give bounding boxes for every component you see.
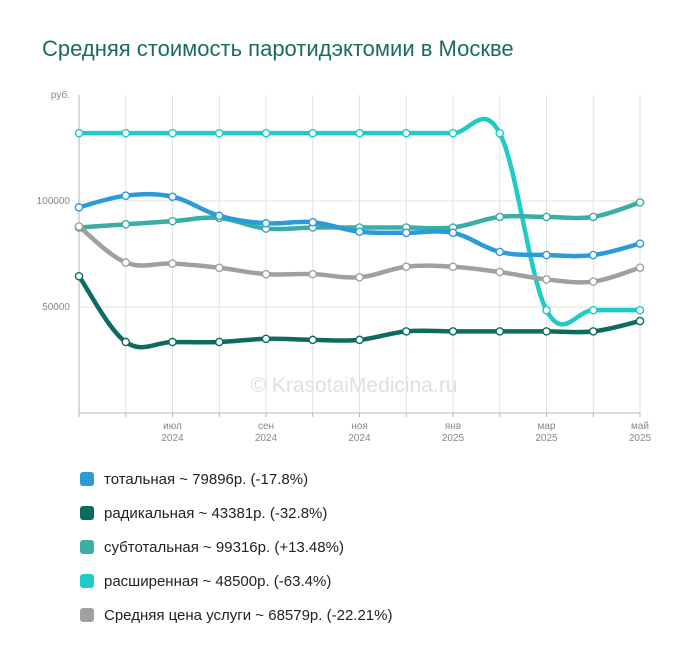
data-point-extended [308, 128, 318, 138]
data-point-radical [261, 334, 271, 344]
x-tick-label-year: 2025 [442, 433, 465, 444]
legend-swatch-subtotal [80, 540, 94, 554]
data-point-extended [588, 305, 598, 315]
data-point-radical [495, 327, 505, 336]
y-axis-unit-label: руб. [51, 89, 70, 101]
data-point-extended [635, 305, 645, 315]
data-point-radical [121, 337, 131, 347]
data-point-total [448, 228, 458, 238]
legend-label-extended: расширенная ~ 48500р. (-63.4%) [104, 572, 332, 590]
legend-swatch-radical [80, 506, 94, 520]
data-point-radical [355, 335, 364, 345]
series-points [74, 128, 645, 347]
legend-swatch-extended [80, 574, 94, 588]
legend-item-subtotal[interactable]: субтотальная ~ 99316р. (+13.48%) [80, 530, 392, 564]
data-point-average [214, 263, 224, 273]
data-point-total [542, 250, 551, 260]
line-chart: © KrasotaiMedicina.ru 50000100000руб.июл… [37, 89, 652, 444]
data-point-subtotal [168, 216, 177, 226]
legend-label-average: Средняя цена услуги ~ 68579р. (-22.21%) [104, 606, 393, 624]
legend-item-radical[interactable]: радикальная ~ 43381р. (-32.8%) [80, 496, 392, 530]
chart-title: Средняя стоимость паротидэктомии в Москв… [42, 36, 514, 61]
data-point-average [401, 262, 411, 272]
y-tick-label: 100000 [37, 196, 71, 207]
legend-label-subtotal: субтотальная ~ 99316р. (+13.48%) [104, 538, 344, 556]
data-point-total [74, 203, 84, 212]
data-point-subtotal [121, 220, 131, 229]
data-point-average [542, 275, 551, 284]
data-point-average [261, 269, 271, 279]
data-point-radical [448, 327, 458, 336]
data-point-average [168, 259, 177, 268]
x-tick-label-month: ноя [351, 421, 368, 432]
data-point-total [261, 218, 271, 228]
data-point-extended [448, 128, 458, 138]
x-tick-label-year: 2025 [535, 433, 558, 444]
data-point-extended [74, 128, 84, 138]
data-point-average [495, 267, 505, 277]
x-tick-label-year: 2024 [255, 433, 278, 444]
x-tick-label-year: 2024 [348, 433, 371, 444]
x-tick-label-year: 2025 [629, 433, 652, 444]
legend-swatch-average [80, 608, 94, 622]
data-point-radical [214, 337, 224, 347]
data-point-average [635, 263, 645, 272]
data-point-subtotal [542, 212, 551, 222]
data-point-radical [401, 327, 411, 336]
data-point-subtotal [588, 212, 598, 222]
data-point-average [308, 269, 318, 279]
data-point-total [495, 247, 505, 257]
axes: 50000100000руб.июл2024сен2024ноя2024янв2… [37, 89, 652, 444]
data-point-extended [542, 305, 551, 315]
data-point-average [74, 222, 84, 231]
data-point-total [121, 191, 131, 200]
data-point-extended [168, 128, 177, 138]
data-point-total [168, 192, 177, 202]
data-point-extended [261, 128, 271, 138]
legend-label-radical: радикальная ~ 43381р. (-32.8%) [104, 504, 328, 522]
data-point-total [588, 250, 598, 260]
x-tick-label-month: сен [258, 421, 274, 432]
legend-swatch-total [80, 472, 94, 486]
legend: тотальная ~ 79896р. (-17.8%) радикальная… [80, 462, 392, 632]
x-tick-label-month: май [631, 421, 649, 432]
watermark: © KrasotaiMedicina.ru [251, 374, 458, 397]
data-point-total [355, 227, 364, 237]
x-tick-label-month: июл [163, 421, 182, 432]
legend-item-extended[interactable]: расширенная ~ 48500р. (-63.4%) [80, 564, 392, 598]
legend-item-total[interactable]: тотальная ~ 79896р. (-17.8%) [80, 462, 392, 496]
data-point-radical [74, 271, 84, 281]
data-point-average [448, 262, 458, 272]
data-point-total [308, 217, 318, 227]
data-point-average [355, 273, 364, 282]
data-point-extended [214, 128, 224, 138]
data-point-total [401, 228, 411, 238]
data-point-average [588, 277, 598, 286]
data-point-radical [588, 327, 598, 336]
legend-item-average[interactable]: Средняя цена услуги ~ 68579р. (-22.21%) [80, 598, 392, 632]
y-tick-label: 50000 [42, 302, 70, 313]
legend-label-total: тотальная ~ 79896р. (-17.8%) [104, 470, 309, 488]
data-point-extended [121, 128, 131, 138]
data-point-extended [495, 128, 505, 138]
data-point-total [214, 211, 224, 221]
data-point-radical [308, 335, 318, 345]
x-tick-label-month: янв [445, 421, 461, 432]
data-point-total [635, 239, 645, 248]
data-point-extended [355, 128, 364, 138]
x-tick-label-year: 2024 [161, 433, 184, 444]
data-point-subtotal [635, 198, 645, 207]
x-tick-label-month: мар [538, 421, 556, 432]
data-point-radical [168, 337, 177, 347]
data-point-subtotal [495, 212, 505, 222]
data-point-radical [635, 316, 645, 326]
data-point-extended [401, 128, 411, 138]
data-point-radical [542, 327, 551, 336]
data-point-average [121, 258, 131, 267]
